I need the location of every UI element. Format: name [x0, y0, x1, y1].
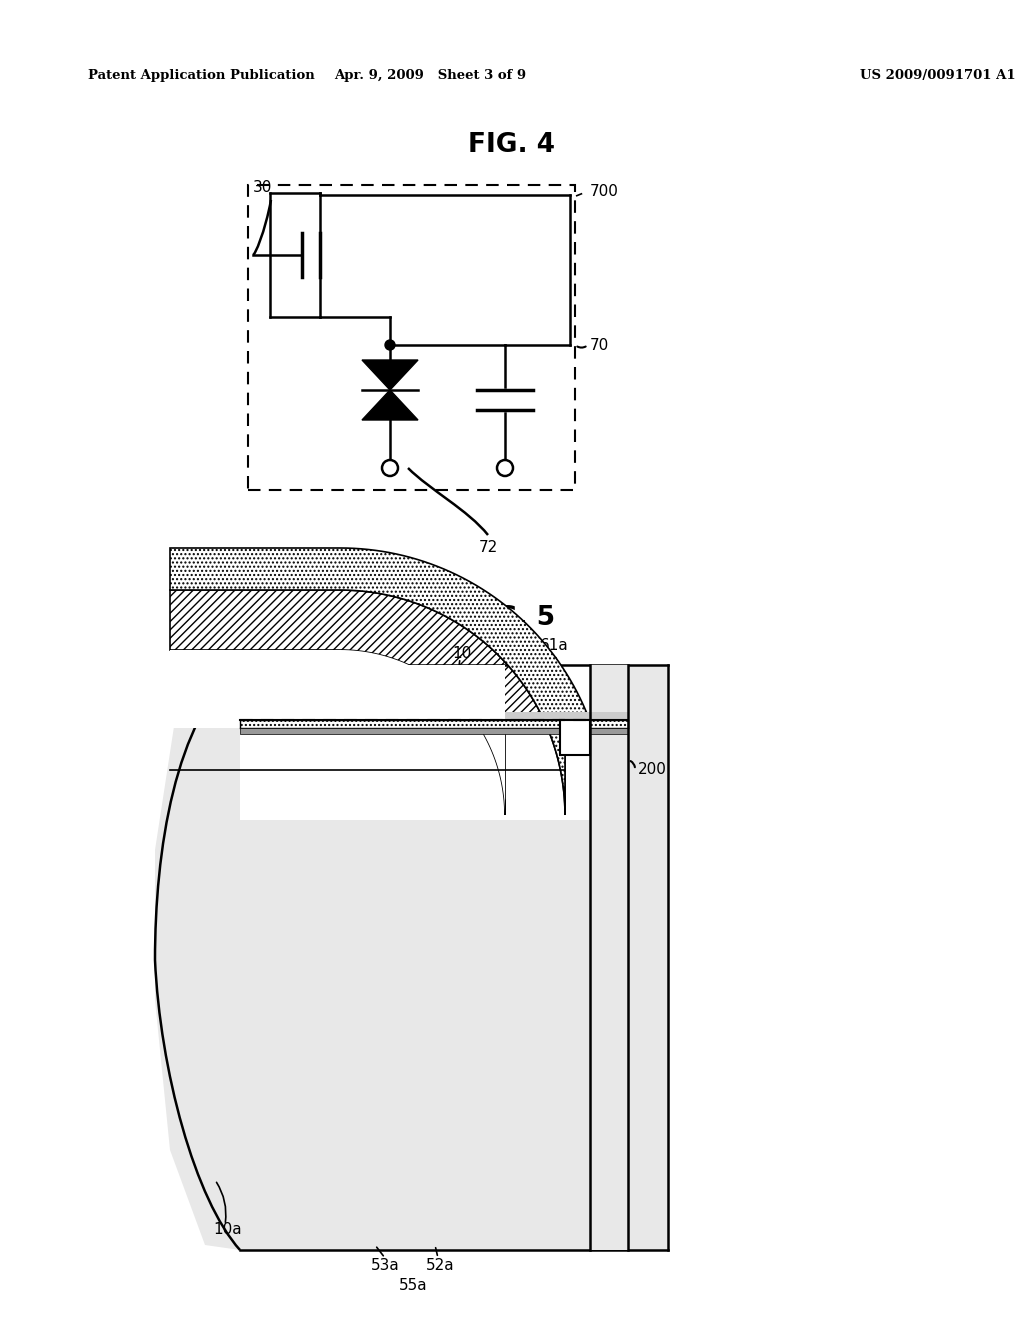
Polygon shape — [155, 665, 668, 1250]
Text: 55a: 55a — [398, 1278, 427, 1292]
Text: FIG. 4: FIG. 4 — [469, 132, 555, 158]
Text: 200: 200 — [638, 763, 667, 777]
Bar — [240, 665, 590, 820]
Text: 53a: 53a — [371, 1258, 399, 1272]
Polygon shape — [170, 649, 505, 814]
Bar — [170, 665, 505, 729]
Text: 700: 700 — [590, 185, 618, 199]
Bar — [248, 185, 575, 490]
Polygon shape — [362, 360, 418, 389]
Polygon shape — [362, 389, 418, 420]
Bar — [240, 719, 628, 729]
Circle shape — [382, 459, 398, 477]
Bar — [560, 719, 590, 755]
Polygon shape — [170, 548, 607, 814]
Text: 10a: 10a — [214, 1222, 243, 1238]
Text: FIG. 5: FIG. 5 — [468, 605, 556, 631]
Bar — [590, 665, 628, 1250]
Text: US 2009/0091701 A1: US 2009/0091701 A1 — [860, 69, 1016, 82]
Bar — [240, 711, 628, 719]
Text: 61a: 61a — [540, 639, 568, 653]
Text: 70: 70 — [590, 338, 609, 352]
Text: 30: 30 — [253, 181, 272, 195]
Text: Patent Application Publication: Patent Application Publication — [88, 69, 314, 82]
Circle shape — [497, 459, 513, 477]
Polygon shape — [170, 590, 565, 814]
Circle shape — [385, 341, 395, 350]
Text: 10: 10 — [453, 645, 472, 660]
Text: 72: 72 — [478, 540, 498, 556]
Text: Apr. 9, 2009   Sheet 3 of 9: Apr. 9, 2009 Sheet 3 of 9 — [334, 69, 526, 82]
Text: 52a: 52a — [426, 1258, 455, 1272]
Bar — [240, 729, 628, 734]
Text: 20: 20 — [353, 652, 373, 668]
